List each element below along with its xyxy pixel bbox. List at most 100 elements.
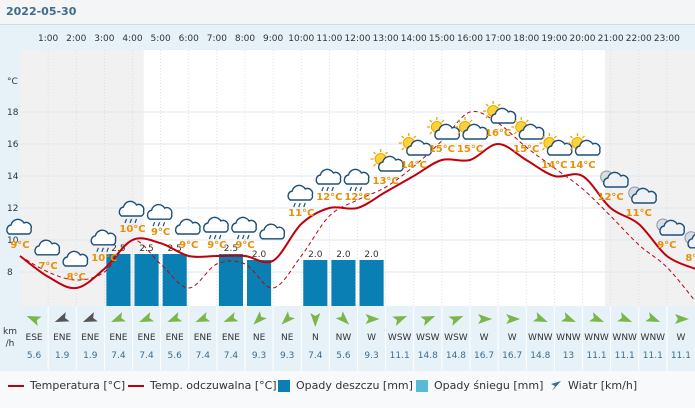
legend-temperature: Temperatura [°C] [8, 379, 125, 392]
wind-speed-label: 7.4 [139, 351, 154, 361]
cloud-shape [462, 123, 489, 140]
cloud-shape [687, 233, 695, 249]
wind-direction-label: ENE [81, 333, 99, 343]
sun-ray [569, 147, 574, 151]
cloud-shape [378, 155, 404, 172]
wind-direction-label: W [508, 333, 517, 343]
wind-speed-label: 5.6 [168, 351, 183, 361]
rain-cloud-icon [146, 203, 173, 227]
cloud-icon [62, 250, 89, 267]
hour-label: 13:00 [373, 34, 399, 44]
wind-speed-label: 1.9 [55, 351, 70, 361]
moon-cloud-icon [600, 170, 629, 188]
sun-ray [401, 147, 405, 151]
sun-ray [485, 115, 489, 119]
hour-label: 6:00 [179, 34, 199, 44]
rain-drop [101, 247, 104, 253]
wind-direction-label: NE [281, 333, 294, 343]
temp-value-label: 9°C [151, 227, 170, 238]
sun-ray [373, 151, 377, 155]
hour-label: 20:00 [570, 34, 596, 44]
temp-value-label: 14°C [569, 160, 595, 171]
temp-value-label: 12°C [316, 192, 342, 203]
rain-drop [359, 186, 363, 192]
hour-label: 9:00 [263, 34, 283, 44]
temp-value-label: 11°C [288, 208, 314, 219]
rain-drop [321, 186, 324, 192]
rain-bar [359, 260, 384, 306]
wind-arrow-icon [532, 312, 548, 323]
wind-direction-label: ENE [194, 333, 212, 343]
cloud-shape [287, 184, 314, 201]
wind-direction-label: NE [253, 333, 266, 343]
cloud-shape [490, 107, 517, 124]
rain-drop [246, 234, 250, 240]
wind-speed-label: 7.4 [224, 351, 239, 361]
temp-tick-label: 12 [7, 204, 18, 214]
rain-swatch [278, 379, 290, 392]
hour-label: 2:00 [66, 34, 86, 44]
cloud-shape [406, 139, 432, 156]
wind-arrow-icon [551, 380, 561, 391]
wind-direction-label: WNW [641, 333, 666, 343]
rain-drop [354, 186, 358, 192]
hour-label: 1:00 [38, 34, 58, 44]
rain-drop [96, 247, 99, 253]
rain-value-label: 2.5 [111, 244, 125, 254]
rain-drop [298, 202, 301, 208]
sun-ray [497, 103, 501, 107]
sun-ray [429, 119, 433, 123]
date-title: 2022-05-30 [6, 5, 77, 18]
temp-value-label: 9°C [207, 240, 226, 251]
wind-speed-label: 9.3 [364, 351, 378, 361]
wind-direction-label: N [312, 333, 319, 343]
wind-arrow-icon [617, 312, 633, 323]
temp-value-label: 16°C [485, 128, 511, 139]
cloud-shape [574, 139, 601, 156]
wind-arrow-icon [82, 312, 98, 323]
wind-direction-label: ENE [222, 333, 240, 343]
wind-speed-label: 7.4 [111, 351, 126, 361]
rain-bar [218, 254, 243, 306]
wind-speed-label: 13 [563, 351, 574, 361]
rain-cloud-icon [231, 216, 257, 240]
wind-arrow-icon [392, 315, 408, 326]
rain-drop [162, 221, 166, 227]
rain-drop [208, 234, 212, 240]
temp-value-label: 7°C [38, 261, 57, 272]
cloud-shape [231, 216, 257, 233]
wind-arrow-icon [448, 315, 464, 326]
wind-speed-label: 16.7 [502, 351, 522, 361]
rain-drop [218, 234, 222, 240]
hour-label: 15:00 [429, 34, 455, 44]
rain-cloud-icon [203, 216, 229, 240]
wind-direction-label: W [367, 333, 376, 343]
wind-speed-label: 9.3 [280, 351, 294, 361]
wind-direction-label: ENE [53, 333, 71, 343]
wind-direction-label: W [480, 333, 489, 343]
sun-ray [457, 119, 461, 123]
wind-speed-label: 7.4 [308, 351, 323, 361]
wind-unit-label: /h [6, 339, 15, 349]
sun-ray [485, 103, 489, 107]
hour-label: 21:00 [598, 34, 624, 44]
sun-ray [441, 119, 445, 123]
wind-speed-label: 14.8 [530, 351, 550, 361]
temperature-swatch [8, 384, 24, 387]
temp-unit-label: °C [7, 77, 18, 87]
legend: Temperatura [°C] Temp. odczuwalna [°C] O… [0, 371, 695, 408]
rain-value-label: 2.0 [364, 250, 379, 260]
rain-drop [129, 218, 133, 224]
sun-cloud-icon [539, 133, 573, 156]
hour-label: 4:00 [122, 34, 142, 44]
temp-value-label: 13°C [372, 176, 398, 187]
temp-value-label: 9°C [10, 240, 29, 251]
snow-swatch [416, 379, 428, 392]
legend-rain: Opady deszczu [mm] [278, 379, 413, 392]
sun-ray [429, 131, 433, 135]
sun-ray [457, 131, 461, 135]
wind-arrow-icon [139, 312, 155, 323]
wind-speed-label: 11.1 [643, 351, 663, 361]
temp-value-label: 14°C [401, 160, 427, 171]
legend-wind: Wiatr [km/h] [550, 379, 637, 392]
